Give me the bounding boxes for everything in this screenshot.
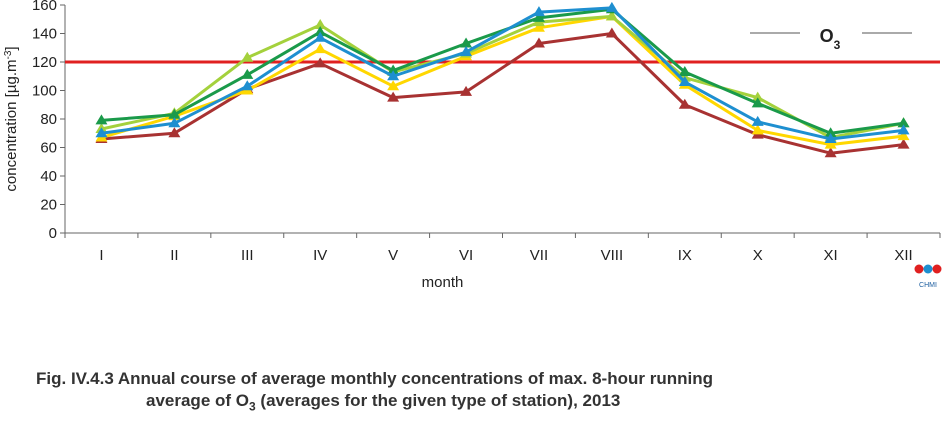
- x-tick-label: VIII: [601, 247, 624, 264]
- data-point: [751, 91, 764, 102]
- data-point: [824, 127, 837, 138]
- data-point: [897, 138, 910, 149]
- data-point: [95, 114, 108, 125]
- data-point: [605, 27, 618, 38]
- data-point: [241, 68, 254, 79]
- data-point: [460, 37, 473, 48]
- data-point: [95, 127, 108, 138]
- data-point: [460, 85, 473, 96]
- data-point: [314, 31, 327, 42]
- data-point: [460, 46, 473, 57]
- data-point: [314, 18, 327, 29]
- data-point: [387, 80, 400, 91]
- caption-line-1: Fig. IV.4.3 Annual course of average mon…: [36, 369, 713, 388]
- data-point: [678, 98, 691, 109]
- x-axis-label: month: [422, 274, 464, 291]
- x-tick-label: III: [241, 247, 254, 264]
- data-point: [314, 57, 327, 68]
- series-line: [101, 6, 904, 141]
- data-point: [168, 127, 181, 138]
- annotation-box: [805, 14, 855, 54]
- data-point: [168, 108, 181, 119]
- x-tick-label: V: [388, 247, 398, 264]
- x-tick-label: VI: [459, 247, 473, 264]
- data-point: [824, 138, 837, 149]
- caption-line-2: average of O3 (averages for the given ty…: [146, 391, 621, 414]
- data-point: [168, 117, 181, 128]
- series-line: [101, 32, 904, 155]
- data-point: [241, 80, 254, 91]
- x-tick-label: VII: [530, 247, 548, 264]
- data-point: [751, 97, 764, 108]
- x-tick-label: X: [753, 247, 763, 264]
- x-tick-label: II: [170, 247, 178, 264]
- series-line: [101, 14, 904, 147]
- chmi-logo: CHMI: [914, 263, 942, 295]
- data-point: [751, 115, 764, 126]
- data-point: [751, 124, 764, 135]
- data-point: [824, 132, 837, 143]
- data-point: [387, 64, 400, 75]
- y-tick-label: 100: [32, 83, 57, 100]
- x-tick-label: XII: [894, 247, 912, 264]
- data-point: [532, 11, 545, 22]
- y-tick-label: 140: [32, 26, 57, 43]
- data-point: [824, 147, 837, 158]
- y-tick-label: 60: [40, 140, 57, 157]
- data-point: [605, 1, 618, 12]
- y-tick-label: 160: [32, 0, 57, 14]
- data-point: [532, 21, 545, 32]
- y-tick-label: 20: [40, 197, 57, 214]
- x-tick-label: IX: [678, 247, 692, 264]
- y-tick-label: 0: [49, 225, 57, 242]
- data-point: [532, 37, 545, 48]
- x-tick-label: I: [99, 247, 103, 264]
- data-point: [387, 70, 400, 81]
- y-tick-label: 40: [40, 168, 57, 185]
- svg-text:CHMI: CHMI: [919, 282, 937, 289]
- y-axis-label: concentration [µg.m-3]: [3, 46, 21, 191]
- data-point: [678, 65, 691, 76]
- figure-caption: Fig. IV.4.3 Annual course of average mon…: [36, 368, 916, 417]
- y-tick-label: 80: [40, 111, 57, 128]
- data-point: [314, 43, 327, 54]
- data-point: [678, 75, 691, 86]
- x-tick-label: XI: [824, 247, 838, 264]
- data-point: [897, 130, 910, 141]
- data-point: [897, 117, 910, 128]
- series-line: [101, 14, 904, 140]
- data-point: [314, 26, 327, 37]
- y-tick-label: 120: [32, 54, 57, 71]
- x-tick-label: IV: [313, 247, 327, 264]
- data-point: [532, 6, 545, 17]
- data-point: [241, 51, 254, 62]
- data-point: [605, 10, 618, 21]
- data-point: [387, 91, 400, 102]
- series-line: [101, 7, 904, 135]
- data-point: [897, 124, 910, 135]
